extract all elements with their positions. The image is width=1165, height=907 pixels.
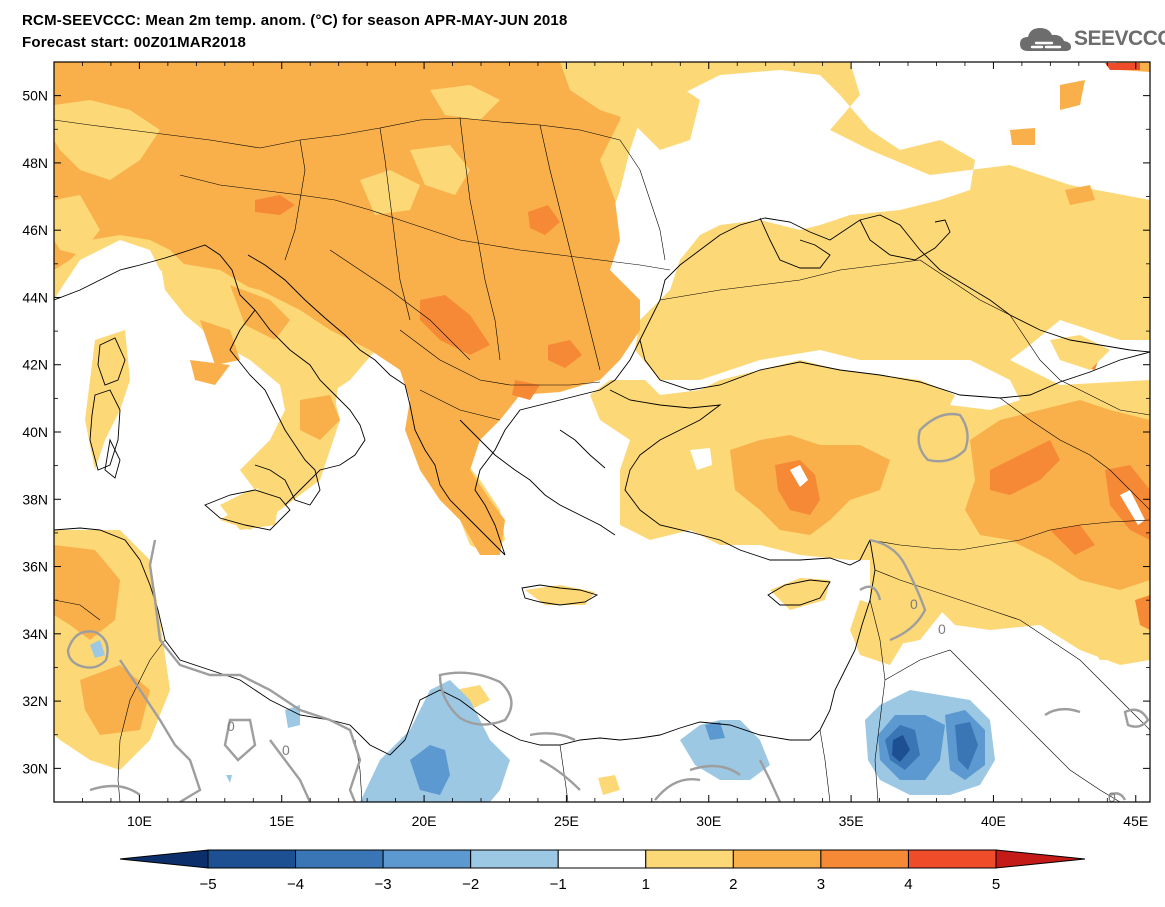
colorbar-swatch	[470, 849, 559, 869]
coastlines	[54, 214, 1150, 756]
lon-tick-label: 15E	[269, 813, 294, 829]
colorbar-swatch	[907, 849, 997, 869]
lat-tick-label: 30N	[22, 760, 48, 776]
colorbar-swatch	[645, 849, 734, 869]
lat-tick-label: 50N	[22, 88, 48, 104]
colorbar-tick-label: 1	[642, 876, 650, 893]
anomaly-band-minus-1-2	[360, 680, 510, 802]
lon-tick-label: 35E	[839, 813, 864, 829]
colorbar-tick-label: 4	[904, 876, 912, 893]
lat-tick-label: 42N	[22, 357, 48, 373]
map-title: RCM-SEEVCCC: Mean 2m temp. anom. (°C) fo…	[22, 12, 568, 29]
colorbar-tick-label: −4	[287, 876, 304, 893]
anomaly-band-2-3	[54, 62, 640, 555]
forecast-start-label: Forecast start: 00Z01MAR2018	[22, 34, 247, 51]
lat-tick-label: 38N	[22, 491, 48, 507]
country-borders	[54, 117, 1150, 802]
latitude-axis: 50N 48N 46N 44N 42N 40N 38N 36N 34N 32N 30N	[22, 61, 1150, 803]
colorbar-swatch	[820, 849, 909, 869]
seevccc-logo: SEEVCCC	[1018, 22, 1165, 58]
lon-tick-label: 25E	[554, 813, 579, 829]
anomaly-tunisia-2	[54, 545, 120, 640]
lat-tick-label: 32N	[22, 693, 48, 709]
colorbar-tick-label: 3	[817, 876, 825, 893]
anomaly-sardinia	[85, 330, 130, 470]
contour-label: 0	[227, 718, 235, 734]
colorbar-tick-label: −2	[462, 876, 479, 893]
colorbar-tick-label: 2	[729, 876, 737, 893]
colorbar-tick-label: −1	[550, 876, 567, 893]
lat-tick-label: 44N	[22, 289, 48, 305]
lat-tick-label: 34N	[22, 626, 48, 642]
anomaly-shading	[54, 62, 1150, 802]
longitude-axis: 10E 15E 20E 25E 30E 35E 40E 45E	[82, 62, 1148, 829]
colorbar-tick-label: −5	[199, 876, 216, 893]
lon-tick-label: 45E	[1123, 813, 1148, 829]
colorbar-over-triangle	[995, 849, 1086, 869]
colorbar-swatch	[295, 849, 384, 869]
lat-tick-label: 36N	[22, 559, 48, 575]
lat-tick-label: 48N	[22, 155, 48, 171]
colorbar-tick-label: 5	[992, 876, 1000, 893]
contour-label: 0	[938, 621, 946, 637]
lon-tick-label: 10E	[127, 813, 152, 829]
cloud-icon	[1020, 28, 1071, 51]
colorbar-swatch	[207, 849, 297, 869]
lon-tick-label: 20E	[412, 813, 437, 829]
lon-tick-label: 30E	[696, 813, 721, 829]
colorbar-under-triangle	[119, 849, 209, 869]
colorbar-swatch	[382, 849, 472, 869]
colorbar-tick-label: −3	[375, 876, 392, 893]
logo-text: SEEVCCC	[1074, 27, 1165, 50]
contour-label: 0	[910, 596, 918, 612]
lat-tick-label: 46N	[22, 222, 48, 238]
lat-tick-label: 40N	[22, 424, 48, 440]
zero-contours	[66, 412, 1150, 802]
contour-label: 0	[282, 742, 290, 758]
colorbar-swatch	[732, 849, 822, 869]
anomaly-levant	[850, 600, 905, 665]
contour-labels: 0 0 0 0 0	[227, 596, 1116, 805]
contour-label: 0	[1108, 789, 1116, 805]
anomaly-cyprus	[770, 578, 830, 610]
lon-tick-label: 40E	[981, 813, 1006, 829]
anomaly-band-3-4	[255, 195, 295, 215]
colorbar: −5 −4 −3 −2 −1 1 2 3 4 5	[119, 849, 1086, 893]
anomaly-band-minus-2-3	[410, 745, 450, 795]
anomaly-sicily	[220, 490, 280, 530]
colorbar-swatch	[557, 849, 647, 869]
